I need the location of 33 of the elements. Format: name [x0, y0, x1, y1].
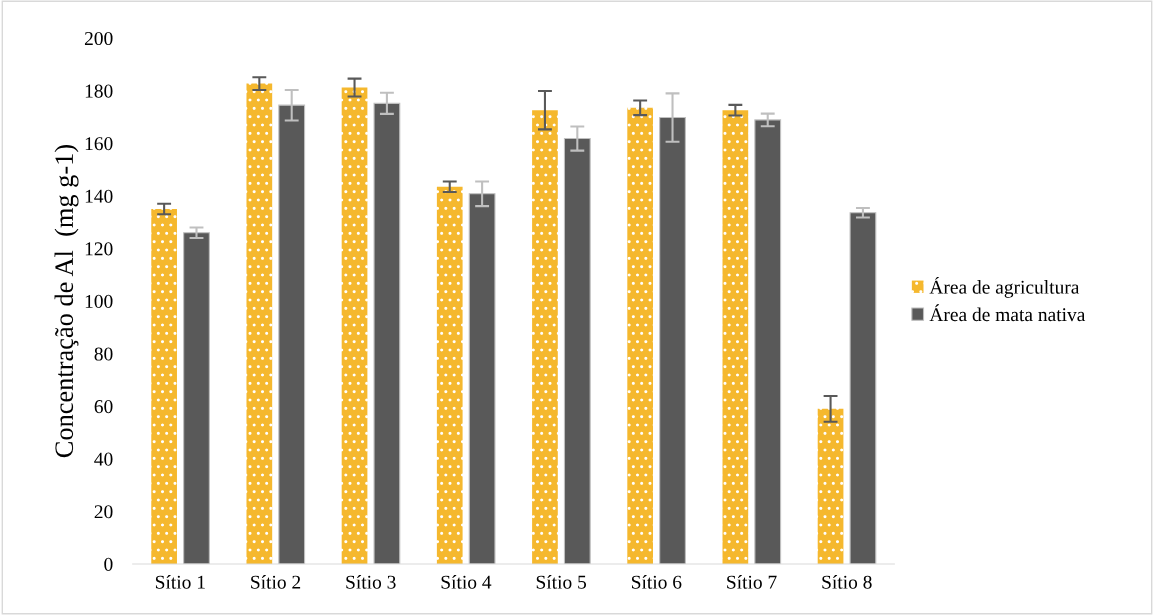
bar — [627, 107, 654, 564]
bar — [151, 209, 177, 564]
x-tick-label: Sítio 6 — [631, 575, 682, 589]
bar — [754, 119, 782, 564]
y-tick-label: 20 — [94, 505, 113, 519]
x-tick-label: Sítio 7 — [727, 575, 777, 589]
x-tick-label: Sítio 2 — [251, 575, 301, 589]
bar — [436, 186, 463, 564]
y-tick-label: 140 — [85, 189, 113, 203]
y-tick-label: 200 — [84, 31, 113, 46]
y-tick-label: 0 — [104, 557, 113, 571]
x-tick-label: Sítio 5 — [536, 575, 587, 589]
y-tick-label: 100 — [85, 294, 113, 308]
y-tick-label: 60 — [94, 400, 113, 414]
x-tick-label: Sítio 1 — [155, 575, 205, 589]
bar — [532, 110, 558, 564]
legend-label: Área de mata nativa — [929, 304, 1086, 322]
y-tick-label: 80 — [94, 347, 113, 361]
bar — [849, 212, 877, 564]
bar — [722, 110, 749, 564]
y-tick-label: 40 — [94, 452, 113, 466]
bar — [817, 408, 844, 564]
y-axis-title: Concentração de Al (mg g-1) — [54, 145, 79, 458]
y-tick-label: 120 — [85, 242, 113, 256]
x-tick-label: Sítio 8 — [822, 575, 872, 589]
x-tick-label: Sítio 3 — [346, 575, 396, 589]
bar — [246, 83, 273, 564]
x-tick-label: Sítio 4 — [441, 575, 492, 589]
legend-label: Área de agricultura — [929, 276, 1080, 298]
y-tick-label: 180 — [85, 84, 113, 98]
y-tick-label: 160 — [85, 137, 113, 151]
bar — [341, 87, 368, 564]
bar — [183, 232, 210, 564]
